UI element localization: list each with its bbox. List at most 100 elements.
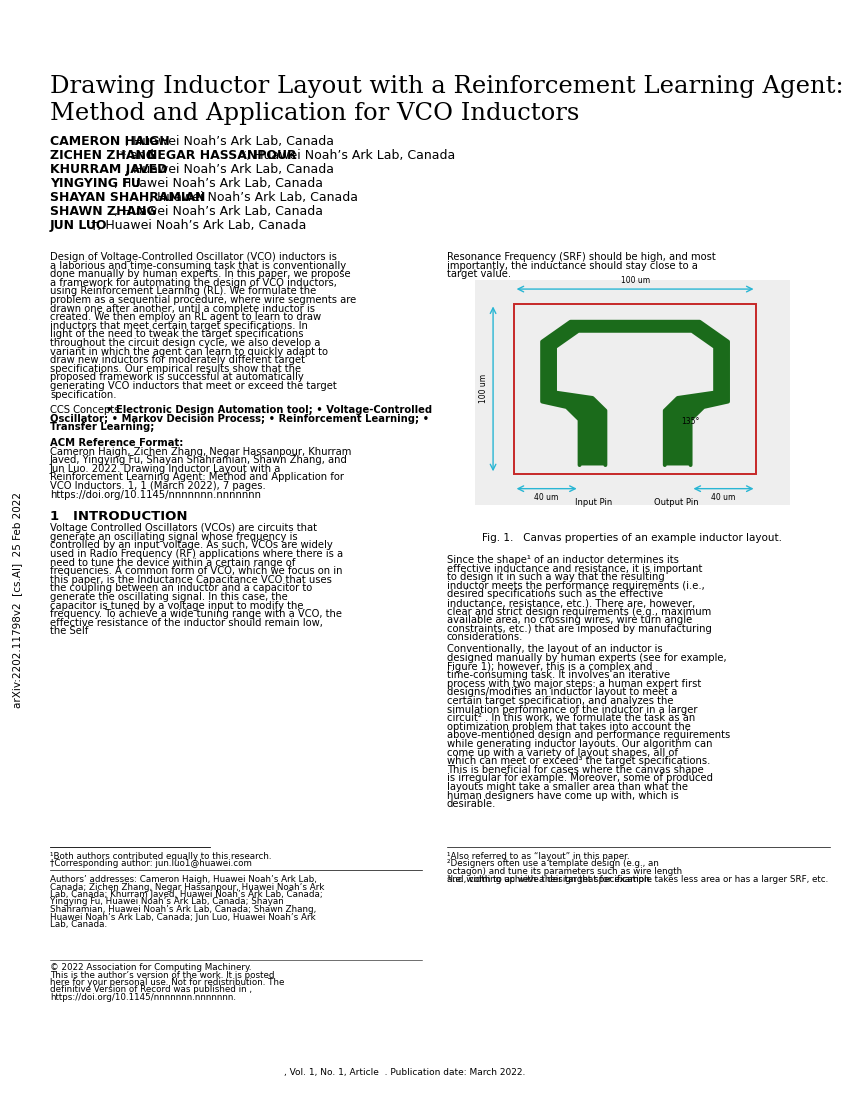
Text: Yingying Fu, Huawei Noah’s Ark Lab, Canada; Shayan: Yingying Fu, Huawei Noah’s Ark Lab, Cana… xyxy=(50,898,284,906)
Text: , Huawei Noah’s Ark Lab, Canada: , Huawei Noah’s Ark Lab, Canada xyxy=(114,177,323,190)
Text: problem as a sequential procedure, where wire segments are: problem as a sequential procedure, where… xyxy=(50,295,356,305)
Text: specifications. Our empirical results show that the: specifications. Our empirical results sh… xyxy=(50,364,301,374)
Text: Shahramian, Huawei Noah’s Ark Lab, Canada; Shawn Zhang,: Shahramian, Huawei Noah’s Ark Lab, Canad… xyxy=(50,905,316,914)
Text: controlled by an input voltage. As such, VCOs are widely: controlled by an input voltage. As such,… xyxy=(50,540,332,550)
Text: effective resistance of the inductor should remain low,: effective resistance of the inductor sho… xyxy=(50,618,323,628)
Text: Input Pin: Input Pin xyxy=(575,497,612,507)
Text: done manually by human experts. In this paper, we propose: done manually by human experts. In this … xyxy=(50,270,350,279)
Text: https://doi.org/10.1145/nnnnnnn.nnnnnnn.: https://doi.org/10.1145/nnnnnnn.nnnnnnn. xyxy=(50,993,236,1002)
Text: Huawei Noah’s Ark Lab, Canada; Jun Luo, Huawei Noah’s Ark: Huawei Noah’s Ark Lab, Canada; Jun Luo, … xyxy=(50,913,315,922)
Text: target value.: target value. xyxy=(447,270,511,279)
Text: †Corresponding author: jun.luo1@huawei.com: †Corresponding author: jun.luo1@huawei.c… xyxy=(50,859,252,869)
Text: NEGAR HASSANPOUR: NEGAR HASSANPOUR xyxy=(147,148,297,162)
Text: octagon) and tune its parameters such as wire length: octagon) and tune its parameters such as… xyxy=(447,867,682,876)
Text: certain target specification, and analyzes the: certain target specification, and analyz… xyxy=(447,696,673,706)
Text: used in Radio Frequency (RF) applications where there is a: used in Radio Frequency (RF) application… xyxy=(50,549,343,559)
Text: simulation performance of the inductor in a larger: simulation performance of the inductor i… xyxy=(447,705,698,715)
Text: considerations.: considerations. xyxy=(447,632,524,642)
Text: frequencies. A common form of VCO, which we focus on in: frequencies. A common form of VCO, which… xyxy=(50,566,343,576)
Text: to design it in such a way that the resulting: to design it in such a way that the resu… xyxy=(447,572,665,582)
Text: generating VCO inductors that meet or exceed the target: generating VCO inductors that meet or ex… xyxy=(50,381,337,390)
Text: and width to achieve their target specification.: and width to achieve their target specif… xyxy=(447,874,652,883)
Text: ²Designers often use a template design (e.g., an: ²Designers often use a template design (… xyxy=(447,859,659,869)
Text: specification.: specification. xyxy=(50,389,116,399)
Text: the coupling between an inductor and a capacitor to: the coupling between an inductor and a c… xyxy=(50,583,312,593)
Text: Javed, Yingying Fu, Shayan Shahramian, Shawn Zhang, and: Javed, Yingying Fu, Shayan Shahramian, S… xyxy=(50,455,348,465)
Text: Figure 1); however, this is a complex and: Figure 1); however, this is a complex an… xyxy=(447,661,653,672)
Text: This is the author’s version of the work. It is posted: This is the author’s version of the work… xyxy=(50,970,275,979)
Text: designs/modifies an inductor layout to meet a: designs/modifies an inductor layout to m… xyxy=(447,688,677,697)
Text: SHAYAN SHAHRAMIAN: SHAYAN SHAHRAMIAN xyxy=(50,191,206,204)
Text: © 2022 Association for Computing Machinery.: © 2022 Association for Computing Machine… xyxy=(50,962,252,972)
Text: throughout the circuit design cycle, we also develop a: throughout the circuit design cycle, we … xyxy=(50,338,320,348)
Text: This is beneficial for cases where the canvas shape: This is beneficial for cases where the c… xyxy=(447,764,704,774)
Text: process with two major steps: a human expert first: process with two major steps: a human ex… xyxy=(447,679,701,689)
Text: layouts might take a smaller area than what the: layouts might take a smaller area than w… xyxy=(447,782,688,792)
Text: Oscillator; • Markov Decision Process; • Reinforcement Learning; •: Oscillator; • Markov Decision Process; •… xyxy=(50,414,429,424)
Text: importantly, the inductance should stay close to a: importantly, the inductance should stay … xyxy=(447,261,698,271)
Text: effective inductance and resistance, it is important: effective inductance and resistance, it … xyxy=(447,563,702,573)
Text: human designers have come up with, which is: human designers have come up with, which… xyxy=(447,791,679,801)
Text: 135°: 135° xyxy=(682,417,700,426)
Text: Authors’ addresses: Cameron Haigh, Huawei Noah’s Ark Lab,: Authors’ addresses: Cameron Haigh, Huawe… xyxy=(50,874,317,884)
Text: above-mentioned design and performance requirements: above-mentioned design and performance r… xyxy=(447,730,730,740)
Text: • Electronic Design Automation tool; • Voltage-Controlled: • Electronic Design Automation tool; • V… xyxy=(106,405,432,415)
Text: available area, no crossing wires, wire turn angle: available area, no crossing wires, wire … xyxy=(447,615,692,625)
Text: 40 um: 40 um xyxy=(711,493,736,503)
Text: frequency. To achieve a wide tuning range with a VCO, the: frequency. To achieve a wide tuning rang… xyxy=(50,609,342,619)
Polygon shape xyxy=(542,321,728,465)
Text: , Vol. 1, No. 1, Article  . Publication date: March 2022.: , Vol. 1, No. 1, Article . Publication d… xyxy=(284,1068,525,1077)
Text: here for your personal use. Not for redistribution. The: here for your personal use. Not for redi… xyxy=(50,978,285,987)
Text: inductance, resistance, etc.). There are, however,: inductance, resistance, etc.). There are… xyxy=(447,598,695,608)
Text: inductor meets the performance requirements (i.e.,: inductor meets the performance requireme… xyxy=(447,581,705,591)
Text: come up with a variety of layout shapes, all of: come up with a variety of layout shapes,… xyxy=(447,748,678,758)
Text: constraints, etc.) that are imposed by manufacturing: constraints, etc.) that are imposed by m… xyxy=(447,624,711,634)
Text: , Huawei Noah’s Ark Lab, Canada: , Huawei Noah’s Ark Lab, Canada xyxy=(114,205,323,218)
Text: Drawing Inductor Layout with a Reinforcement Learning Agent:: Drawing Inductor Layout with a Reinforce… xyxy=(50,75,843,98)
Text: draw new inductors for moderately different target: draw new inductors for moderately differ… xyxy=(50,355,305,365)
Text: 100 um: 100 um xyxy=(479,374,488,404)
Text: using Reinforcement Learning (RL). We formulate the: using Reinforcement Learning (RL). We fo… xyxy=(50,286,316,296)
Text: designed manually by human experts (see for example,: designed manually by human experts (see … xyxy=(447,653,727,663)
Text: while generating inductor layouts. Our algorithm can: while generating inductor layouts. Our a… xyxy=(447,739,712,749)
Text: is irregular for example. Moreover, some of produced: is irregular for example. Moreover, some… xyxy=(447,773,713,783)
Text: capacitor is tuned by a voltage input to modify the: capacitor is tuned by a voltage input to… xyxy=(50,601,303,610)
Text: 100 um: 100 um xyxy=(620,275,649,285)
Text: circuit² . In this work, we formulate the task as an: circuit² . In this work, we formulate th… xyxy=(447,713,695,723)
Text: CCS Concepts:: CCS Concepts: xyxy=(50,405,126,415)
Text: KHURRAM JAVED: KHURRAM JAVED xyxy=(50,163,167,176)
Text: Output Pin: Output Pin xyxy=(654,497,699,507)
Text: Transfer Learning;: Transfer Learning; xyxy=(50,422,155,432)
Bar xyxy=(513,304,756,474)
Text: Fig. 1.   Canvas properties of an example inductor layout.: Fig. 1. Canvas properties of an example … xyxy=(483,534,783,543)
Text: light of the need to tweak the target specifications: light of the need to tweak the target sp… xyxy=(50,329,303,340)
Text: generate the oscillating signal. In this case, the: generate the oscillating signal. In this… xyxy=(50,592,288,602)
Text: 40 um: 40 um xyxy=(535,493,558,503)
Text: CAMERON HAIGH: CAMERON HAIGH xyxy=(50,135,170,149)
Text: SHAWN ZHANG: SHAWN ZHANG xyxy=(50,205,156,218)
Text: arXiv:2202.11798v2  [cs.AI]  25 Feb 2022: arXiv:2202.11798v2 [cs.AI] 25 Feb 2022 xyxy=(12,492,22,708)
Text: , Huawei Noah’s Ark Lab, Canada: , Huawei Noah’s Ark Lab, Canada xyxy=(126,135,334,149)
Text: generate an oscillating signal whose frequency is: generate an oscillating signal whose fre… xyxy=(50,531,298,542)
Text: need to tune the device within a certain range of: need to tune the device within a certain… xyxy=(50,558,296,568)
Text: * and: * and xyxy=(120,148,157,162)
Text: Reinforcement Learning Agent: Method and Application for: Reinforcement Learning Agent: Method and… xyxy=(50,472,344,483)
Text: clear and strict design requirements (e.g., maximum: clear and strict design requirements (e.… xyxy=(447,606,711,617)
Text: VCO Inductors. 1, 1 (March 2022), 7 pages.: VCO Inductors. 1, 1 (March 2022), 7 page… xyxy=(50,481,266,491)
Text: https://doi.org/10.1145/nnnnnnn.nnnnnnn: https://doi.org/10.1145/nnnnnnn.nnnnnnn xyxy=(50,490,261,499)
Text: Canada; Zichen Zhang, Negar Hassanpour, Huawei Noah’s Ark: Canada; Zichen Zhang, Negar Hassanpour, … xyxy=(50,882,325,891)
Text: a framework for automating the design of VCO inductors,: a framework for automating the design of… xyxy=(50,278,337,288)
Text: inductors that meet certain target specifications. In: inductors that meet certain target speci… xyxy=(50,321,308,331)
Text: variant in which the agent can learn to quickly adapt to: variant in which the agent can learn to … xyxy=(50,346,328,356)
Text: ¹Also referred to as “layout” in this paper.: ¹Also referred to as “layout” in this pa… xyxy=(447,852,630,861)
Text: Lab, Canada.: Lab, Canada. xyxy=(50,920,107,929)
Text: the Self: the Self xyxy=(50,626,88,637)
Text: Cameron Haigh, Zichen Zhang, Negar Hassanpour, Khurram: Cameron Haigh, Zichen Zhang, Negar Hassa… xyxy=(50,447,351,456)
Text: a laborious and time-consuming task that is conventionally: a laborious and time-consuming task that… xyxy=(50,261,346,271)
Text: ZICHEN ZHANG: ZICHEN ZHANG xyxy=(50,148,156,162)
Text: proposed framework is successful at automatically: proposed framework is successful at auto… xyxy=(50,373,303,383)
Text: Design of Voltage-Controlled Oscillator (VCO) inductors is: Design of Voltage-Controlled Oscillator … xyxy=(50,252,337,262)
Text: Lab, Canada; Khurram Javed, Huawei Noah’s Ark Lab, Canada;: Lab, Canada; Khurram Javed, Huawei Noah’… xyxy=(50,890,323,899)
Text: Method and Application for VCO Inductors: Method and Application for VCO Inductors xyxy=(50,102,580,125)
Text: desired specifications such as the effective: desired specifications such as the effec… xyxy=(447,590,663,600)
